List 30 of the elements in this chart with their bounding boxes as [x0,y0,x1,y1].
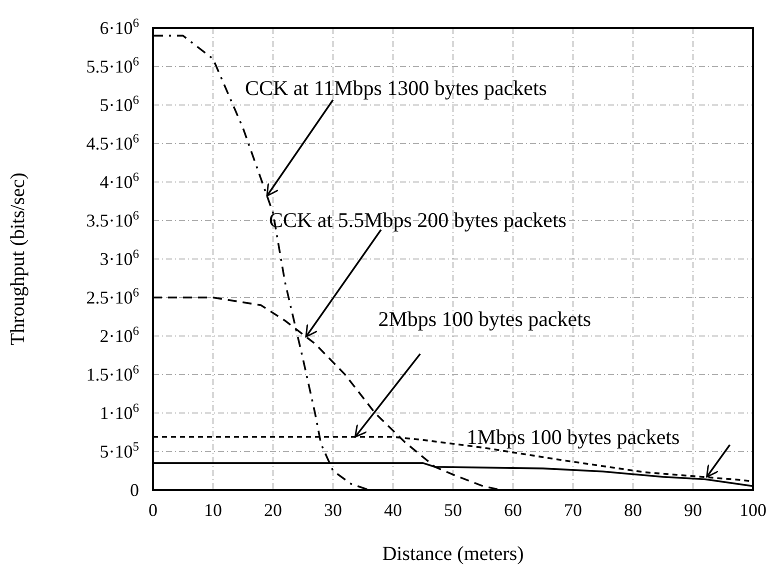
y-tick-label: 2.5·10$^{6}$ [86,286,139,308]
annotation: CCK at 5.5Mbps 200 bytes packets [269,208,566,232]
x-tick-label: 10 [204,500,222,520]
y-tick-label: 3.5·10$^{6}$ [86,208,139,230]
x-tick-label: 20 [264,500,282,520]
y-tick-label: 5.5·10$^{6}$ [86,54,139,76]
y-tick-label: 4·10$^{6}$ [100,170,139,192]
x-axis-title: Distance (meters) [382,543,524,565]
y-tick-label: 5·10$^{5}$ [100,440,139,462]
annotation: CCK at 11Mbps 1300 bytes packets [245,76,547,100]
x-tick-label: 90 [684,500,702,520]
y-tick-label: 4.5·10$^{6}$ [86,132,139,154]
y-tick-label: 6·10$^{6}$ [100,16,139,38]
x-tick-label: 60 [504,500,522,520]
x-tick-label: 70 [564,500,582,520]
annotation: 2Mbps 100 bytes packets [378,306,592,331]
x-tick-label: 80 [624,500,642,520]
y-tick-label: 1.5·10$^{6}$ [86,362,139,384]
y-tick-label: 2·10$^{6}$ [100,324,139,346]
y-tick-label: 5·10$^{6}$ [100,93,139,115]
x-tick-label: 0 [148,500,158,520]
y-axis-title: Throughput (bits/sec) [7,172,29,346]
x-tick-label: 30 [324,500,342,520]
y-tick-label: 1·10$^{6}$ [100,401,139,423]
y-tick-label: 0 [130,480,139,500]
y-tick-label: 3·10$^{6}$ [100,247,139,269]
annotation: 1Mbps 100 bytes packets [466,424,680,449]
x-tick-label: 100 [740,500,766,520]
x-tick-label: 40 [384,500,402,520]
x-tick-label: 50 [444,500,462,520]
